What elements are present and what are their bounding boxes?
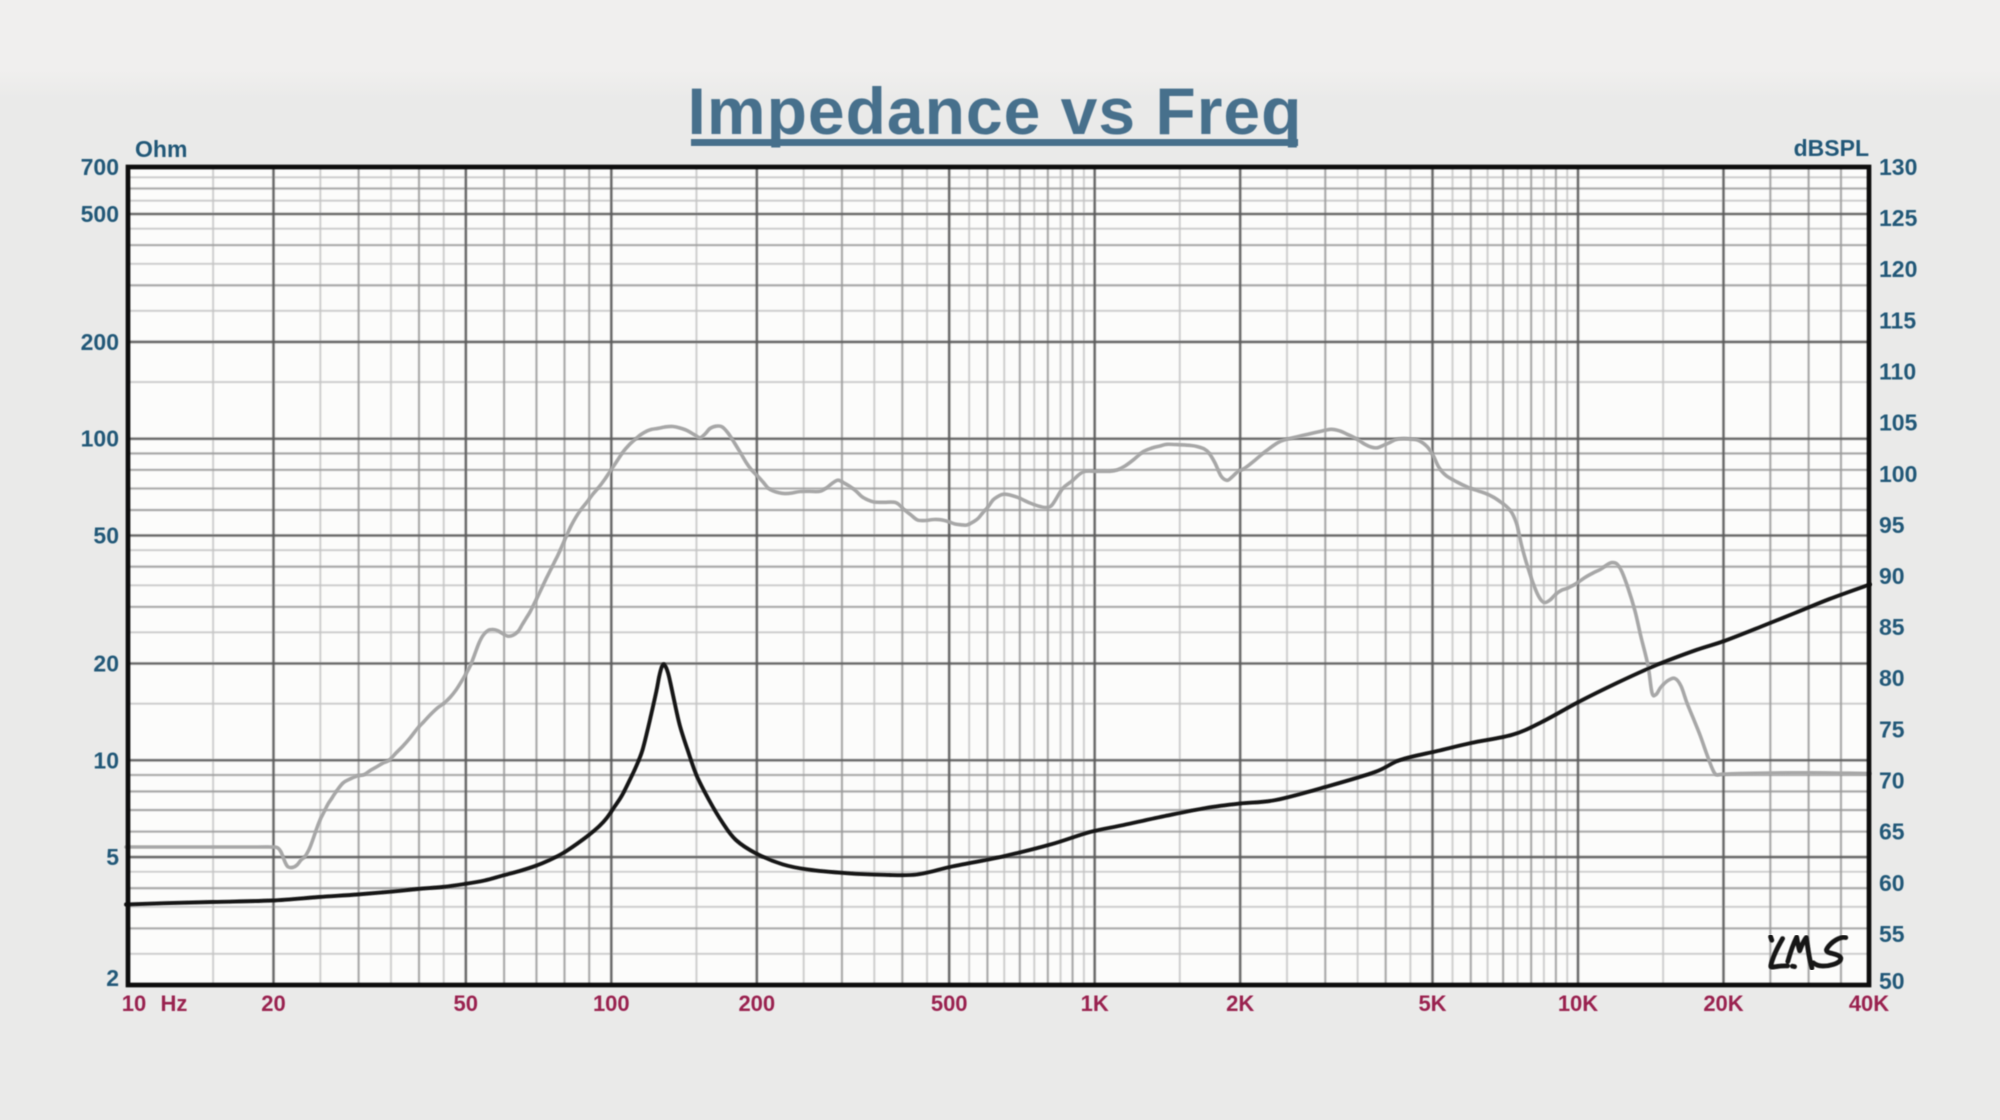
svg-text:500: 500 bbox=[931, 991, 968, 1016]
svg-text:20: 20 bbox=[261, 991, 285, 1016]
svg-text:2: 2 bbox=[106, 965, 119, 991]
svg-text:50: 50 bbox=[454, 991, 478, 1016]
svg-text:80: 80 bbox=[1879, 665, 1905, 691]
svg-text:100: 100 bbox=[81, 426, 119, 452]
svg-text:10: 10 bbox=[122, 991, 146, 1016]
svg-text:75: 75 bbox=[1879, 716, 1905, 742]
svg-text:115: 115 bbox=[1879, 307, 1916, 333]
svg-text:130: 130 bbox=[1879, 154, 1917, 180]
svg-text:105: 105 bbox=[1879, 410, 1918, 436]
svg-text:Hz: Hz bbox=[161, 991, 188, 1016]
svg-text:2K: 2K bbox=[1226, 991, 1254, 1016]
svg-text:125: 125 bbox=[1879, 205, 1918, 231]
svg-text:55: 55 bbox=[1879, 921, 1905, 947]
svg-text:50: 50 bbox=[1879, 968, 1905, 994]
svg-text:40K: 40K bbox=[1849, 991, 1889, 1016]
svg-text:10: 10 bbox=[93, 747, 119, 773]
svg-text:5K: 5K bbox=[1418, 991, 1446, 1016]
svg-text:95: 95 bbox=[1879, 512, 1905, 538]
svg-text:65: 65 bbox=[1879, 819, 1905, 845]
svg-text:50: 50 bbox=[93, 523, 119, 549]
svg-text:20K: 20K bbox=[1703, 991, 1743, 1016]
svg-text:Ohm: Ohm bbox=[135, 136, 187, 162]
svg-text:60: 60 bbox=[1879, 870, 1905, 896]
svg-text:Impedance vs Freq: Impedance vs Freq bbox=[688, 74, 1303, 148]
svg-text:100: 100 bbox=[593, 991, 630, 1016]
svg-text:700: 700 bbox=[81, 154, 119, 180]
svg-text:dBSPL: dBSPL bbox=[1794, 135, 1869, 161]
svg-text:85: 85 bbox=[1879, 614, 1905, 640]
svg-text:110: 110 bbox=[1879, 359, 1916, 385]
svg-text:10K: 10K bbox=[1558, 991, 1598, 1016]
svg-text:70: 70 bbox=[1879, 768, 1905, 794]
svg-text:20: 20 bbox=[93, 651, 119, 677]
svg-text:100: 100 bbox=[1879, 461, 1917, 487]
svg-text:200: 200 bbox=[81, 329, 119, 355]
svg-text:500: 500 bbox=[81, 201, 119, 227]
svg-text:1K: 1K bbox=[1081, 991, 1109, 1016]
svg-text:120: 120 bbox=[1879, 256, 1917, 282]
svg-text:90: 90 bbox=[1879, 563, 1905, 589]
svg-text:5: 5 bbox=[106, 844, 119, 870]
svg-text:200: 200 bbox=[738, 991, 775, 1016]
